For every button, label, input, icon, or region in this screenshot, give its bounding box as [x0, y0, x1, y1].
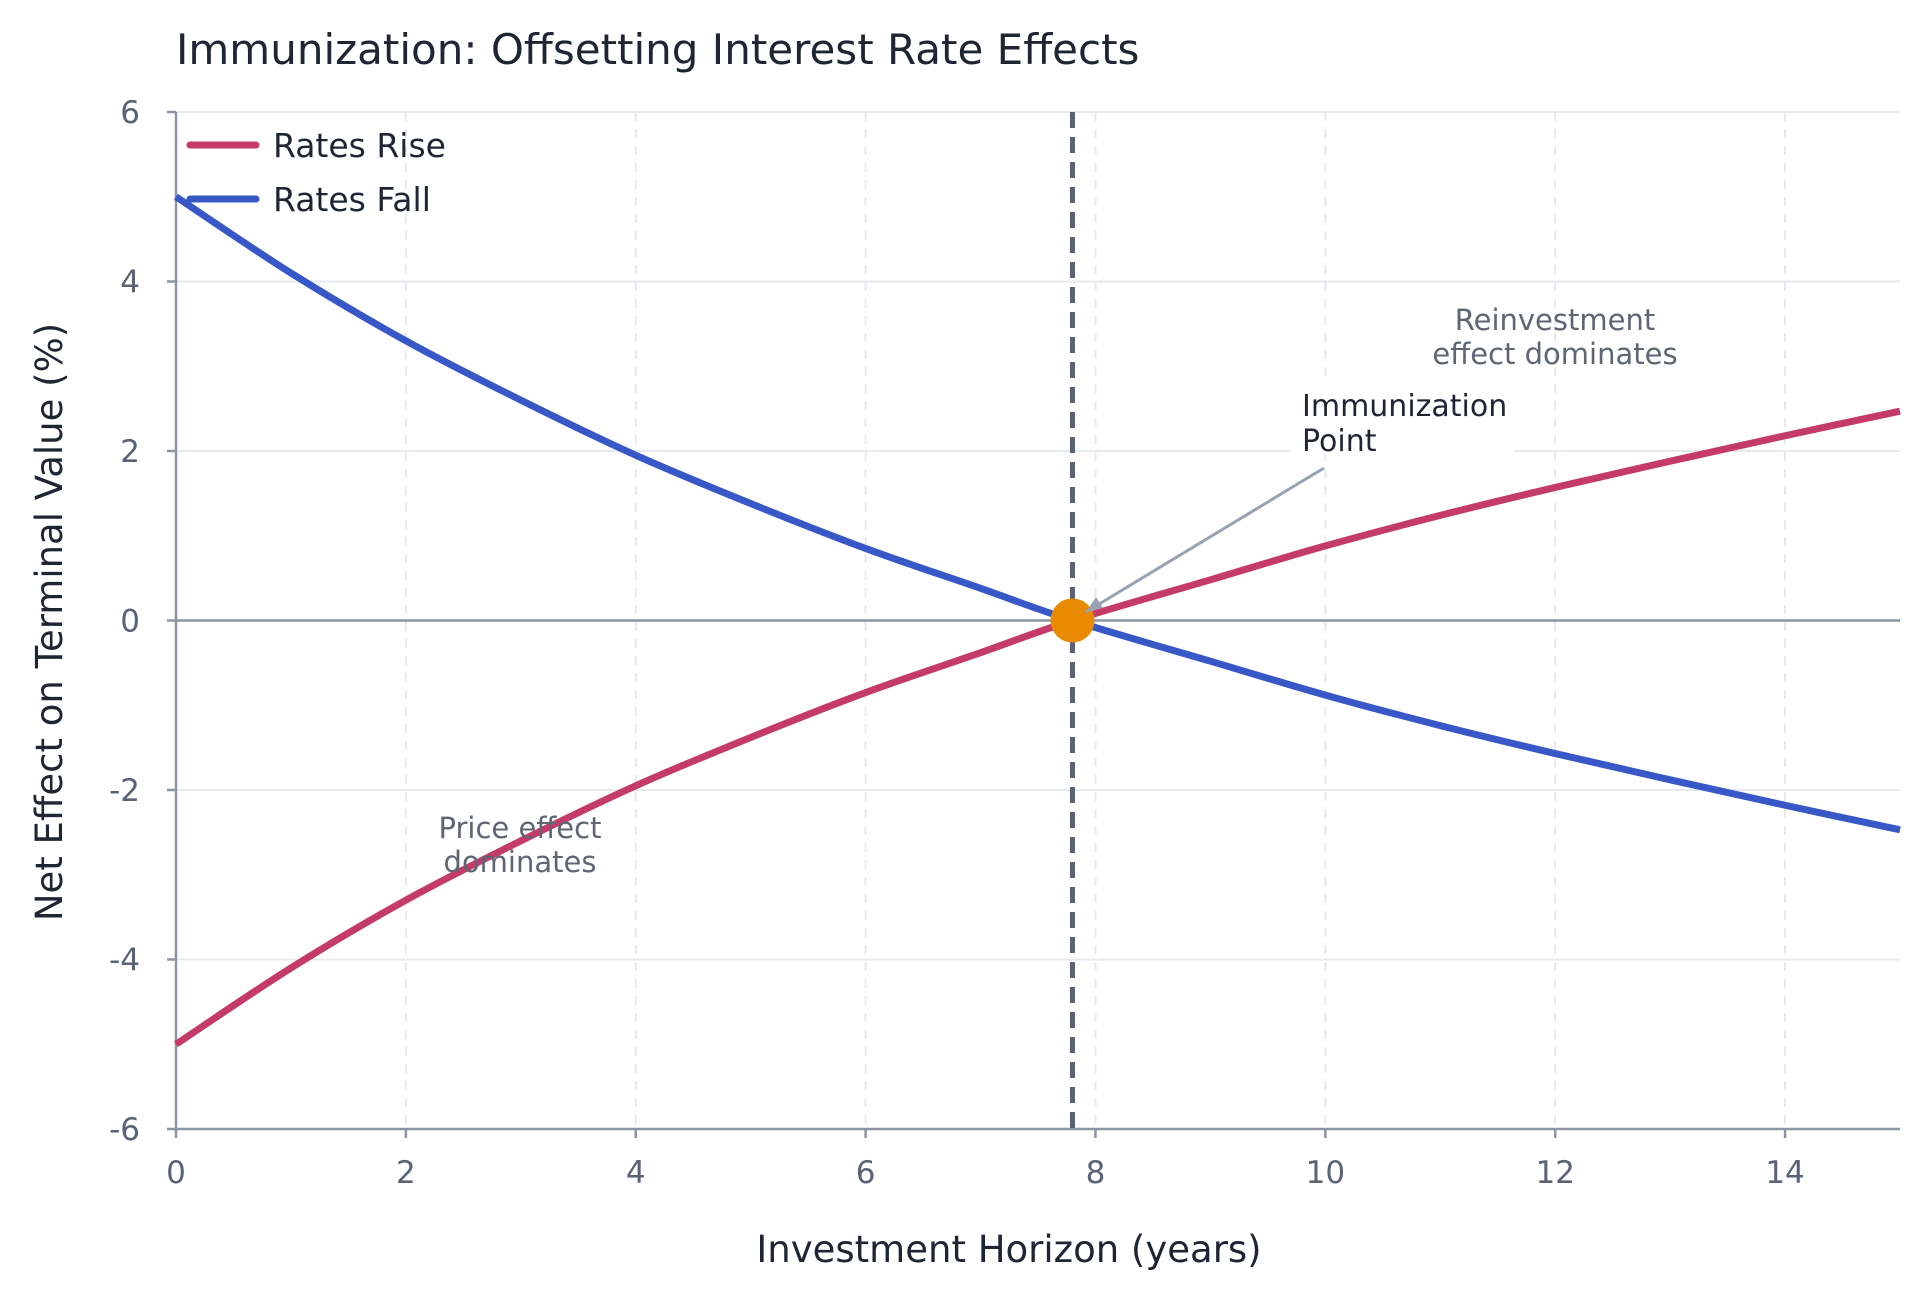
annotation-arrow-line — [1085, 466, 1325, 614]
immunization-point — [1050, 598, 1095, 643]
annotation-reinvestment: Reinvestment effect dominates — [1432, 303, 1677, 371]
series — [174, 193, 1901, 1048]
x-tick-label: 4 — [626, 1155, 646, 1191]
annotation-reinvestment-line1: Reinvestment — [1455, 303, 1655, 337]
grid — [176, 111, 1900, 1129]
annotation-price-effect: Price effect dominates — [439, 811, 602, 879]
y-tick-label: -6 — [109, 1112, 140, 1148]
annotation-immunization-point: Immunization Point — [1085, 378, 1514, 614]
x-tick-label: 0 — [166, 1155, 186, 1191]
x-tick-label: 8 — [1086, 1155, 1106, 1191]
immunization-point-group — [1050, 598, 1095, 643]
legend-label-0: Rates Rise — [273, 126, 446, 165]
annotation-price-line1: Price effect — [439, 811, 602, 845]
x-tick-label: 14 — [1765, 1155, 1804, 1191]
x-tick-label: 12 — [1535, 1155, 1574, 1191]
annotation-point-line2: Point — [1302, 424, 1377, 459]
x-tick-label: 10 — [1306, 1155, 1345, 1191]
y-ticks: -6 -4 -2 0 2 4 6 — [109, 95, 176, 1148]
x-tick-label: 6 — [856, 1155, 876, 1191]
series-line-1 — [174, 193, 1901, 834]
annotation-point-line1: Immunization — [1302, 389, 1507, 424]
y-tick-label: 2 — [120, 434, 140, 470]
annotation-price-line2: dominates — [444, 845, 597, 879]
y-axis-label: Net Effect on Terminal Value (%) — [28, 323, 71, 921]
x-axis-label: Investment Horizon (years) — [756, 1228, 1261, 1271]
chart-title: Immunization: Offsetting Interest Rate E… — [176, 25, 1139, 74]
y-tick-label: 4 — [120, 265, 140, 301]
x-tick-label: 2 — [396, 1155, 416, 1191]
annotation-arrow-head — [1086, 597, 1103, 612]
annotation-box — [1290, 378, 1514, 454]
x-ticks: 0 2 4 6 8 10 12 14 — [166, 1129, 1805, 1191]
axes — [174, 112, 1900, 1131]
y-tick-label: 0 — [120, 604, 140, 640]
y-tick-label: 6 — [120, 95, 140, 131]
legend-label-1: Rates Fall — [273, 180, 431, 219]
annotation-reinvestment-line2: effect dominates — [1432, 337, 1677, 371]
y-tick-label: -4 — [109, 943, 140, 979]
legend: Rates Rise Rates Fall — [186, 126, 446, 219]
series-line-0 — [174, 407, 1901, 1048]
y-tick-label: -2 — [109, 773, 140, 809]
